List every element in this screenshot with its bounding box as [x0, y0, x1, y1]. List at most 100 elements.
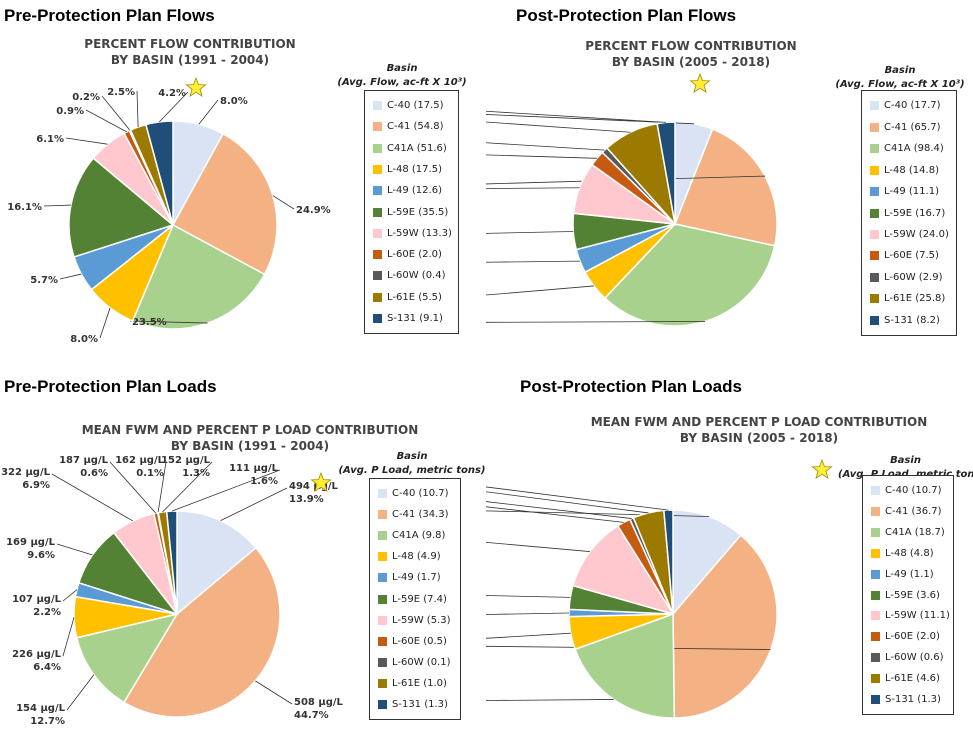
pie-chart: 494 µg/L 13.9% 508 µg/L 44.7% 154 µg/L 12.7% 2…: [1, 455, 344, 727]
legend-swatch: [870, 122, 879, 132]
legend-swatch: [871, 527, 880, 537]
legend-title-line-1: Basin: [890, 455, 921, 466]
legend-label: L-60W (0.1): [392, 656, 451, 668]
leader-line: [486, 486, 669, 511]
legend-swatch: [871, 674, 880, 684]
legend-item: L-60W (0.4): [373, 268, 446, 284]
chart-panel-post-loads: Post-Protection Plan Loads MEAN FWM AND …: [486, 370, 973, 741]
legend-swatch: [870, 144, 879, 154]
legend-item: C41A (98.4): [870, 141, 944, 157]
legend-item: S-131 (8.2): [870, 312, 940, 328]
chart-title: MEAN FWM AND PERCENT P LOAD CONTRIBUTION…: [80, 422, 420, 454]
leader-line: [129, 320, 208, 324]
legend-item: C41A (18.7): [871, 524, 945, 540]
panel-heading: Pre-Protection Plan Flows: [4, 6, 215, 25]
legend-label: S-131 (8.2): [884, 314, 940, 326]
legend-item: C-40 (17.5): [373, 98, 444, 114]
legend-label: C41A (18.7): [885, 526, 945, 538]
legend: C-40 (10.7) C-41 (34.3) C41A (9.8) L-48 (4.…: [369, 478, 461, 720]
slice-label: 162 µg/L: [115, 455, 165, 466]
legend-label: L-60W (0.6): [885, 652, 944, 664]
pie-slice-c-41: [122, 546, 281, 718]
leader-line: [486, 506, 624, 523]
legend-label: C-40 (17.5): [387, 100, 444, 112]
slice-label: 13.9%: [289, 494, 324, 505]
leader-line: [486, 231, 574, 234]
leader-line: [136, 90, 139, 128]
slice-label: 508 µg/L: [294, 697, 344, 708]
leader-line: [486, 699, 614, 701]
chart-title-line-1: MEAN FWM AND PERCENT P LOAD CONTRIBUTION: [81, 423, 419, 437]
legend-item: L-49 (12.6): [373, 183, 442, 199]
slice-label: 154 µg/L: [16, 703, 66, 714]
legend-swatch: [373, 250, 382, 260]
legend-item: C-40 (17.7): [870, 98, 941, 114]
legend-label: C41A (98.4): [884, 143, 944, 155]
leader-line: [85, 109, 127, 133]
slice-label: 8.0%: [70, 334, 98, 345]
leader-line: [56, 543, 93, 556]
legend-swatch: [870, 272, 879, 282]
legend-label: L-59W (24.0): [884, 228, 949, 240]
pie-slice-c-41: [672, 534, 778, 719]
slice-label: 107 µg/L: [12, 594, 62, 605]
legend-label: S-131 (9.1): [387, 312, 443, 324]
slice-label: 23.5%: [132, 317, 167, 328]
legend-label: L-49 (11.1): [884, 186, 939, 198]
star-icon: [811, 458, 833, 480]
slice-label: 169 µg/L: [6, 537, 56, 548]
legend-label: C-40 (17.7): [884, 100, 941, 112]
slice-label: 494 µg/L: [289, 481, 339, 492]
legend-label: L-59W (13.3): [387, 227, 452, 239]
legend-swatch: [870, 294, 879, 304]
slice-label: 152 µg/L: [161, 455, 211, 466]
legend-title-line-2: (Avg. Flow, ac-ft X 10³): [835, 79, 965, 90]
chart-panel-pre-flows: Pre-Protection Plan Flows PERCENT FLOW C…: [0, 0, 486, 370]
legend-swatch: [871, 695, 880, 705]
legend-swatch: [871, 611, 880, 621]
legend-item: L-60W (0.1): [378, 654, 451, 670]
legend-label: C-40 (10.7): [885, 484, 942, 496]
chart-title-line-2: BY BASIN (2005 - 2018): [679, 431, 839, 445]
legend-swatch: [373, 143, 382, 153]
legend-item: L-59E (7.4): [378, 591, 447, 607]
legend-swatch: [871, 632, 880, 642]
slice-label: 16.1%: [7, 202, 42, 213]
legend-item: L-61E (4.6): [871, 671, 940, 687]
chart-title-line-2: BY BASIN (2005 - 2018): [611, 55, 771, 69]
legend-label: L-60E (2.0): [885, 631, 940, 643]
leader-line: [486, 142, 605, 151]
slice-label: 6.4%: [33, 662, 61, 673]
leader-line: [43, 204, 71, 207]
pie-slice-l-59e: [68, 157, 175, 258]
legend-swatch: [871, 506, 880, 516]
legend-item: L-60W (2.9): [870, 269, 943, 285]
legend: C-40 (17.7) C-41 (65.7) C41A (98.4) L-48 (1…: [861, 90, 957, 336]
legend-item: C-40 (10.7): [378, 486, 449, 502]
slice-label: 2.2%: [33, 607, 61, 618]
legend-title: Basin (Avg. Flow, ac-ft X 10³): [328, 62, 476, 90]
legend-swatch: [378, 657, 387, 667]
leader-line: [486, 321, 706, 323]
legend-item: L-59W (5.3): [378, 612, 451, 628]
legend-item: L-48 (14.8): [870, 162, 939, 178]
legend-swatch: [870, 101, 879, 111]
leader-line: [65, 137, 108, 145]
legend-item: L-59W (11.1): [871, 608, 950, 624]
legend-swatch: [378, 699, 387, 709]
legend-swatch: [373, 271, 382, 281]
legend-item: L-61E (1.0): [378, 675, 447, 691]
legend-item: L-59E (3.6): [871, 587, 940, 603]
pie-chart: 6.0%22.4%33.6%5.1%3.8%5.7%8.2%2.5%1.0%8.…: [486, 72, 778, 327]
legend-item: L-48 (17.5): [373, 161, 442, 177]
legend-item: L-49 (1.1): [871, 566, 934, 582]
leader-line: [486, 114, 695, 125]
slice-label: 1.3%: [182, 468, 210, 479]
legend-swatch: [373, 122, 382, 132]
legend-item: C-41 (65.7): [870, 119, 941, 135]
legend-title-line-1: Basin: [386, 63, 418, 74]
leader-line: [51, 473, 134, 522]
legend-item: L-59E (35.5): [373, 204, 448, 220]
legend-swatch: [870, 251, 879, 261]
legend-swatch: [378, 636, 387, 646]
